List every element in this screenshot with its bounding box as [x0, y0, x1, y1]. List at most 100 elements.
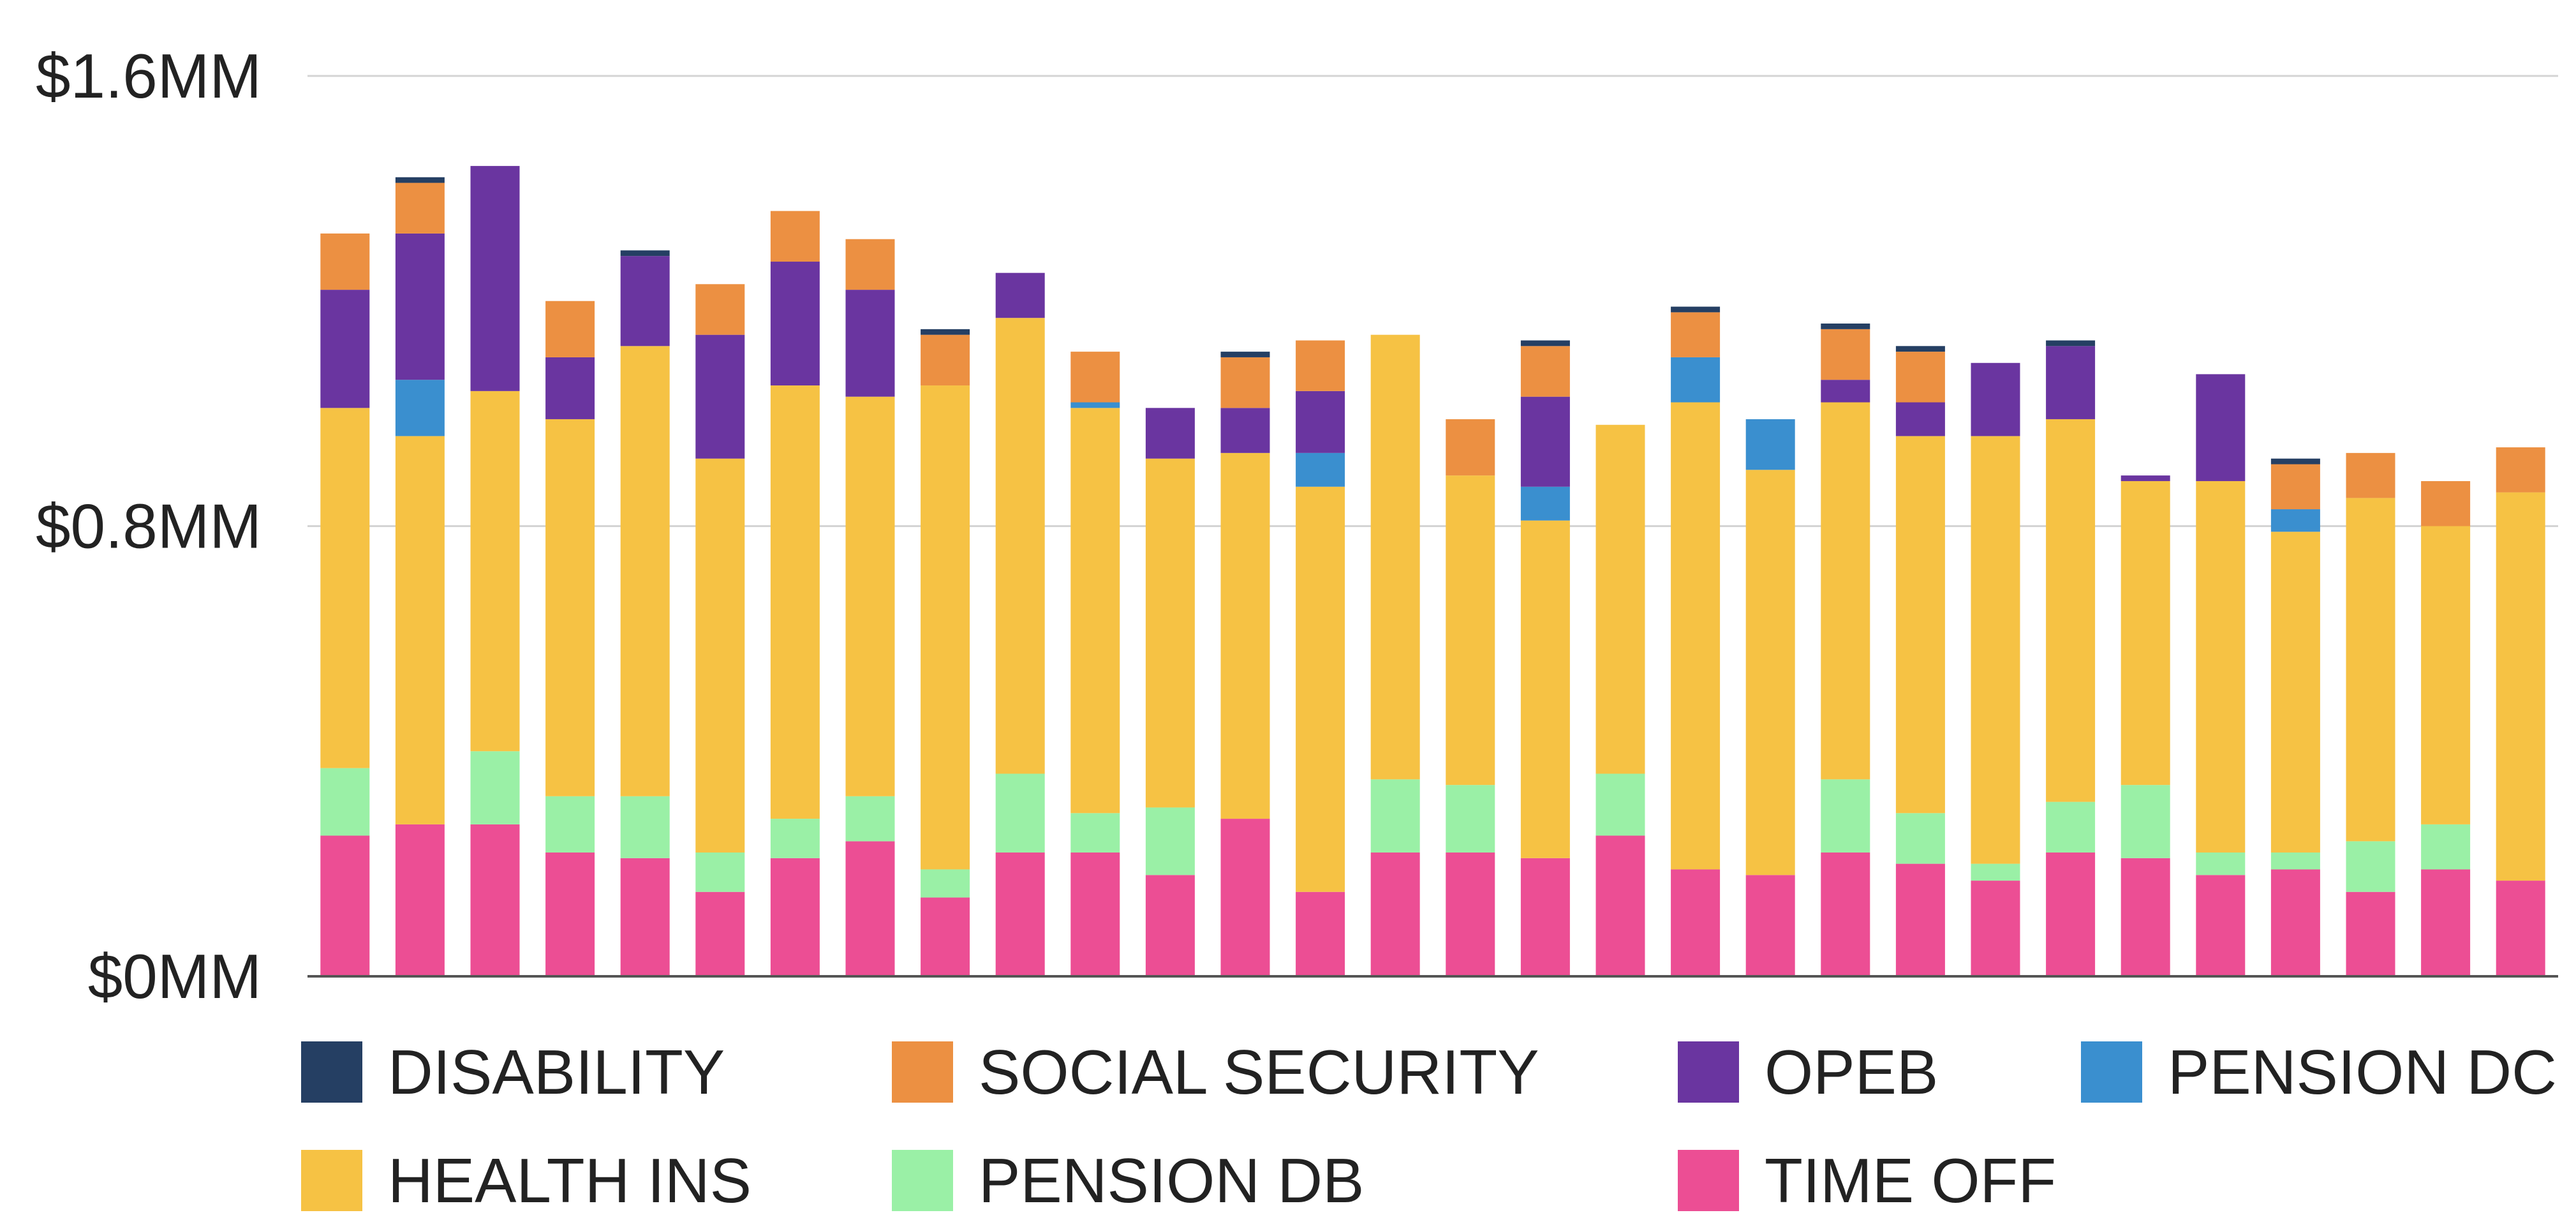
- bar-segment-pension-dc: [395, 380, 445, 436]
- bar-segment-pension-db: [921, 869, 970, 898]
- bar-segment-time-off: [2496, 881, 2545, 976]
- bar-segment-pension-db: [470, 751, 520, 824]
- bar-segment-health-ins: [2196, 480, 2246, 853]
- bar-segment-time-off: [921, 897, 970, 976]
- bar-segment-disability: [2270, 458, 2320, 465]
- bar-segment-time-off: [2346, 891, 2395, 976]
- bar-segment-time-off: [845, 841, 895, 976]
- bar-segment-opeb: [770, 262, 820, 386]
- bar-segment-social-security: [845, 239, 895, 290]
- bar-segment-health-ins: [1446, 475, 1495, 786]
- bar-segment-pension-db: [845, 796, 895, 842]
- bar-segment-social-security: [1220, 357, 1270, 408]
- bar-segment-opeb: [470, 166, 520, 391]
- bar-segment-pension-dc: [1070, 402, 1120, 408]
- bar-segment-pension-db: [320, 768, 370, 836]
- bar-segment-opeb: [845, 290, 895, 397]
- bar-segment-social-security: [320, 233, 370, 290]
- bar-segment-pension-db: [2270, 852, 2320, 870]
- bar-segment-opeb: [695, 334, 745, 459]
- bar-segment-social-security: [545, 301, 595, 357]
- bar-segment-health-ins: [2346, 498, 2395, 842]
- bar-segment-pension-db: [1446, 785, 1495, 853]
- bar-segment-disability: [1821, 324, 1870, 329]
- bar-segment-pension-db: [2046, 801, 2096, 853]
- bar-segment-time-off: [2196, 875, 2246, 976]
- bar-segment-health-ins: [395, 436, 445, 824]
- bar-segment-pension-dc: [1671, 357, 1721, 403]
- bar-segment-social-security: [770, 211, 820, 262]
- bar-segment-opeb: [2121, 475, 2170, 481]
- bar-segment-social-security: [2421, 480, 2471, 526]
- bar-segment-health-ins: [1145, 458, 1195, 808]
- bar-segment-time-off: [1671, 869, 1721, 976]
- bar-segment-time-off: [1145, 875, 1195, 976]
- bar-segment-pension-db: [1070, 813, 1120, 853]
- legend-layer: DISABILITY SOCIAL SECURITY OPEB PENSION DC H…: [301, 1037, 2557, 1216]
- bar-segment-time-off: [1070, 852, 1120, 976]
- bar-segment-opeb: [1220, 408, 1270, 453]
- bar-segment-disability: [2046, 340, 2096, 346]
- bar-segment-social-security: [695, 284, 745, 335]
- bar-segment-pension-dc: [1745, 419, 1795, 470]
- bar-segment-time-off: [395, 824, 445, 976]
- bar-segment-time-off: [1220, 819, 1270, 976]
- bar-segment-social-security: [1296, 340, 1345, 391]
- legend-swatch: [301, 1041, 362, 1103]
- legend-label: DISABILITY: [388, 1037, 725, 1107]
- y-tick-label: $1.6MM: [36, 41, 262, 111]
- bar-segment-health-ins: [1520, 520, 1570, 858]
- bar-segment-social-security: [1446, 419, 1495, 476]
- bar-segment-health-ins: [695, 458, 745, 853]
- bar-segment-opeb: [1895, 402, 1945, 436]
- bar-segment-time-off: [2270, 869, 2320, 976]
- legend-label: PENSION DC: [2168, 1037, 2557, 1107]
- legend-label: HEALTH INS: [388, 1145, 751, 1216]
- legend-swatch: [892, 1041, 953, 1103]
- axis-layer: $0MM $0.8MM $1.6MM: [36, 41, 2558, 1011]
- bar-segment-health-ins: [2046, 419, 2096, 802]
- bar-segment-time-off: [770, 858, 820, 976]
- bar-segment-health-ins: [1821, 402, 1870, 780]
- bar-segment-opeb: [395, 233, 445, 380]
- legend-swatch: [2081, 1041, 2142, 1103]
- bar-segment-time-off: [2046, 852, 2096, 976]
- bar-segment-health-ins: [470, 391, 520, 752]
- bar-segment-pension-db: [695, 852, 745, 892]
- bar-segment-health-ins: [1895, 436, 1945, 814]
- bar-segment-time-off: [1821, 852, 1870, 976]
- bar-segment-disability: [1220, 352, 1270, 357]
- bar-segment-social-security: [2496, 447, 2545, 493]
- bar-segment-pension-dc: [1296, 452, 1345, 487]
- bar-segment-pension-db: [2196, 852, 2246, 875]
- bar-segment-time-off: [695, 891, 745, 976]
- bar-segment-health-ins: [1595, 424, 1645, 774]
- legend-swatch: [1678, 1150, 1739, 1211]
- bar-segment-pension-db: [620, 796, 670, 858]
- legend-swatch: [892, 1150, 953, 1211]
- bar-segment-opeb: [1296, 391, 1345, 453]
- bar-segment-disability: [395, 177, 445, 183]
- bar-segment-time-off: [620, 858, 670, 976]
- bar-segment-social-security: [1070, 352, 1120, 403]
- bar-segment-health-ins: [1370, 334, 1420, 780]
- bar-segment-health-ins: [845, 396, 895, 796]
- bar-segment-pension-db: [770, 819, 820, 858]
- bar-segment-opeb: [1971, 362, 2020, 436]
- y-tick-label: $0.8MM: [36, 491, 262, 562]
- legend-label: TIME OFF: [1765, 1145, 2056, 1216]
- bar-segment-pension-db: [1971, 863, 2020, 881]
- legend-label: PENSION DB: [979, 1145, 1364, 1216]
- bar-segment-health-ins: [1296, 486, 1345, 892]
- bar-segment-time-off: [2121, 858, 2170, 976]
- bar-segment-opeb: [320, 290, 370, 408]
- bar-segment-time-off: [995, 852, 1045, 976]
- bar-segment-opeb: [2196, 374, 2246, 481]
- legend-label: OPEB: [1765, 1037, 1938, 1107]
- bar-segment-health-ins: [770, 385, 820, 819]
- bar-segment-pension-dc: [2270, 509, 2320, 532]
- bar-segment-social-security: [2270, 464, 2320, 510]
- grid-layer: [307, 75, 2558, 527]
